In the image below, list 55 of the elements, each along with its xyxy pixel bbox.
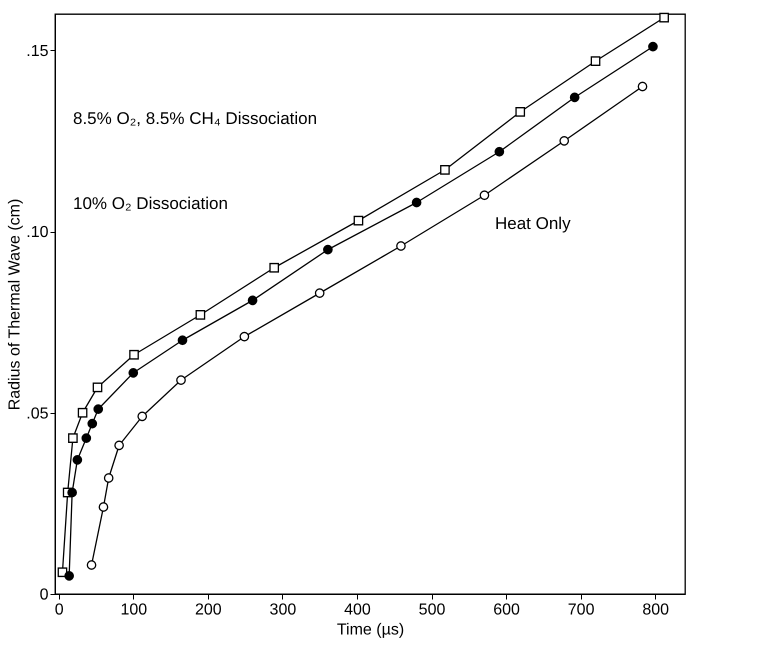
y-tick-label: .10 bbox=[26, 224, 49, 241]
point bbox=[176, 375, 186, 385]
point bbox=[269, 262, 280, 273]
point bbox=[494, 146, 504, 157]
point bbox=[98, 502, 108, 512]
point bbox=[314, 288, 325, 298]
point bbox=[648, 42, 658, 52]
annotation: 10% O₂ Dissociation bbox=[73, 194, 228, 213]
x-tick-label: 800 bbox=[642, 602, 670, 618]
x-tick-label: 400 bbox=[344, 602, 371, 618]
point bbox=[178, 335, 188, 346]
point bbox=[323, 244, 333, 254]
point bbox=[412, 198, 422, 208]
point bbox=[137, 412, 148, 422]
point bbox=[81, 433, 92, 443]
point bbox=[64, 571, 74, 581]
point bbox=[86, 560, 96, 570]
point bbox=[480, 190, 490, 200]
y-axis-title: Radius of Thermal Wave (cm) bbox=[6, 198, 24, 410]
point bbox=[93, 404, 104, 414]
point bbox=[92, 382, 102, 392]
point bbox=[240, 332, 250, 342]
x-tick-label: 600 bbox=[493, 602, 520, 618]
x-axis-title: Time (µs) bbox=[336, 622, 404, 638]
x-tick-label: 700 bbox=[568, 602, 595, 618]
point bbox=[396, 241, 406, 251]
x-tick-label: 200 bbox=[194, 602, 222, 618]
point bbox=[440, 165, 450, 175]
point bbox=[72, 455, 82, 465]
point bbox=[78, 408, 88, 418]
point bbox=[515, 107, 526, 117]
annotation: Heat Only bbox=[495, 214, 572, 233]
point bbox=[559, 136, 570, 146]
point bbox=[68, 433, 78, 443]
y-tick-label: .15 bbox=[26, 42, 49, 60]
point bbox=[354, 216, 364, 226]
point bbox=[114, 440, 124, 450]
point bbox=[590, 56, 600, 66]
x-tick-label: 0 bbox=[54, 602, 64, 618]
point bbox=[67, 488, 77, 498]
point bbox=[570, 92, 580, 102]
x-tick-label: 100 bbox=[120, 602, 148, 618]
point bbox=[87, 418, 98, 428]
x-tick-label: 300 bbox=[270, 602, 296, 618]
point bbox=[659, 12, 669, 22]
point bbox=[104, 473, 114, 483]
y-tick-label: 0 bbox=[40, 586, 49, 604]
point bbox=[248, 296, 258, 306]
point bbox=[128, 368, 138, 378]
point bbox=[196, 310, 206, 320]
x-tick-label: 500 bbox=[418, 602, 446, 618]
point bbox=[638, 82, 648, 92]
y-tick-label: .05 bbox=[26, 405, 49, 422]
annotation: 8.5% O₂, 8.5% CH₄ Dissociation bbox=[73, 109, 318, 128]
point bbox=[129, 350, 139, 360]
